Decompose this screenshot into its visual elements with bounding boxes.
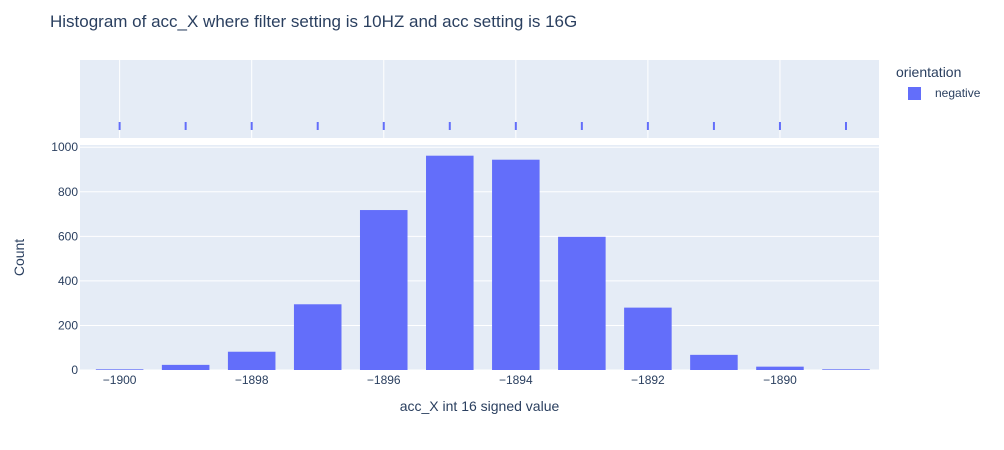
rug-tick <box>118 122 121 130</box>
legend: orientation negative <box>896 64 980 100</box>
y-tick-label: 200 <box>58 318 78 332</box>
rug-tick <box>580 122 583 130</box>
y-tick-label: 0 <box>71 363 78 377</box>
rug-tick <box>316 122 319 130</box>
chart-title: Histogram of acc_X where filter setting … <box>50 12 578 31</box>
rug-tick <box>448 122 451 130</box>
rug-tick <box>844 122 847 130</box>
y-tick-labels: 0 200 400 600 800 1000 <box>51 140 78 377</box>
main-gridlines <box>80 146 879 371</box>
histogram-bar[interactable] <box>293 304 342 370</box>
x-tick-label: −1890 <box>763 373 797 387</box>
histogram-bar[interactable] <box>227 351 276 370</box>
histogram-bar[interactable] <box>426 155 474 370</box>
rug-tick <box>250 122 253 130</box>
histogram-bar[interactable] <box>624 307 672 370</box>
rug-tick <box>184 122 187 130</box>
rug-plot-area <box>80 60 879 138</box>
x-tick-label: −1894 <box>499 373 533 387</box>
histogram-bar[interactable] <box>359 210 408 370</box>
rug-tick <box>514 122 517 130</box>
rug-tick <box>382 122 385 130</box>
legend-swatch <box>908 86 921 100</box>
y-tick-label: 1000 <box>51 140 78 154</box>
rug-tick <box>778 122 781 130</box>
y-tick-label: 800 <box>58 185 78 199</box>
histogram-bar[interactable] <box>690 354 738 370</box>
legend-title: orientation <box>896 64 962 80</box>
histogram-bar[interactable] <box>161 364 210 370</box>
histogram-bar[interactable] <box>558 236 606 370</box>
legend-label: negative <box>935 86 981 100</box>
histogram-bars <box>95 155 870 370</box>
x-tick-label: −1896 <box>367 373 401 387</box>
histogram-bar[interactable] <box>756 366 804 370</box>
y-tick-label: 600 <box>58 229 78 243</box>
x-axis-title: acc_X int 16 signed value <box>400 398 560 414</box>
histogram-bar[interactable] <box>822 369 870 370</box>
x-tick-label: −1898 <box>235 373 269 387</box>
rug-tick <box>712 122 715 130</box>
y-axis-title: Count <box>11 239 27 276</box>
histogram-bar[interactable] <box>95 369 144 370</box>
main-plot-area <box>80 145 879 370</box>
x-tick-label: −1900 <box>103 373 137 387</box>
rug-tick <box>646 122 649 130</box>
x-tick-label: −1892 <box>631 373 665 387</box>
rug-ticks <box>118 122 847 130</box>
histogram-bar[interactable] <box>492 159 540 370</box>
y-tick-label: 400 <box>58 274 78 288</box>
x-tick-labels: −1900 −1898 −1896 −1894 −1892 −1890 <box>103 373 797 387</box>
legend-item-negative[interactable]: negative <box>908 86 980 100</box>
